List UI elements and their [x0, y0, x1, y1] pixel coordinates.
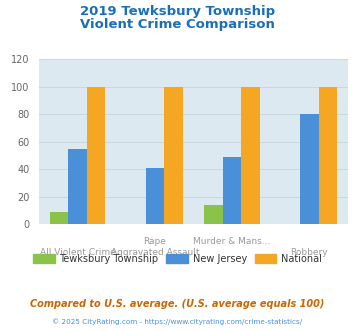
Text: Compared to U.S. average. (U.S. average equals 100): Compared to U.S. average. (U.S. average … — [30, 299, 325, 309]
Text: 2019 Tewksbury Township: 2019 Tewksbury Township — [80, 5, 275, 18]
Bar — [50, 212, 69, 224]
Bar — [241, 87, 260, 224]
Bar — [146, 168, 164, 224]
Bar — [300, 115, 318, 224]
Text: Violent Crime Comparison: Violent Crime Comparison — [80, 18, 275, 31]
Bar — [204, 205, 223, 224]
Bar — [87, 87, 105, 224]
Bar — [223, 157, 241, 224]
Text: All Violent Crime: All Violent Crime — [40, 248, 115, 257]
Text: Robbery: Robbery — [290, 248, 328, 257]
Text: Aggravated Assault: Aggravated Assault — [111, 248, 199, 257]
Text: © 2025 CityRating.com - https://www.cityrating.com/crime-statistics/: © 2025 CityRating.com - https://www.city… — [53, 318, 302, 325]
Bar — [69, 149, 87, 224]
Bar — [164, 87, 183, 224]
Text: Rape: Rape — [143, 237, 166, 246]
Bar — [318, 87, 337, 224]
Text: Murder & Mans...: Murder & Mans... — [193, 237, 271, 246]
Legend: Tewksbury Township, New Jersey, National: Tewksbury Township, New Jersey, National — [29, 249, 326, 267]
